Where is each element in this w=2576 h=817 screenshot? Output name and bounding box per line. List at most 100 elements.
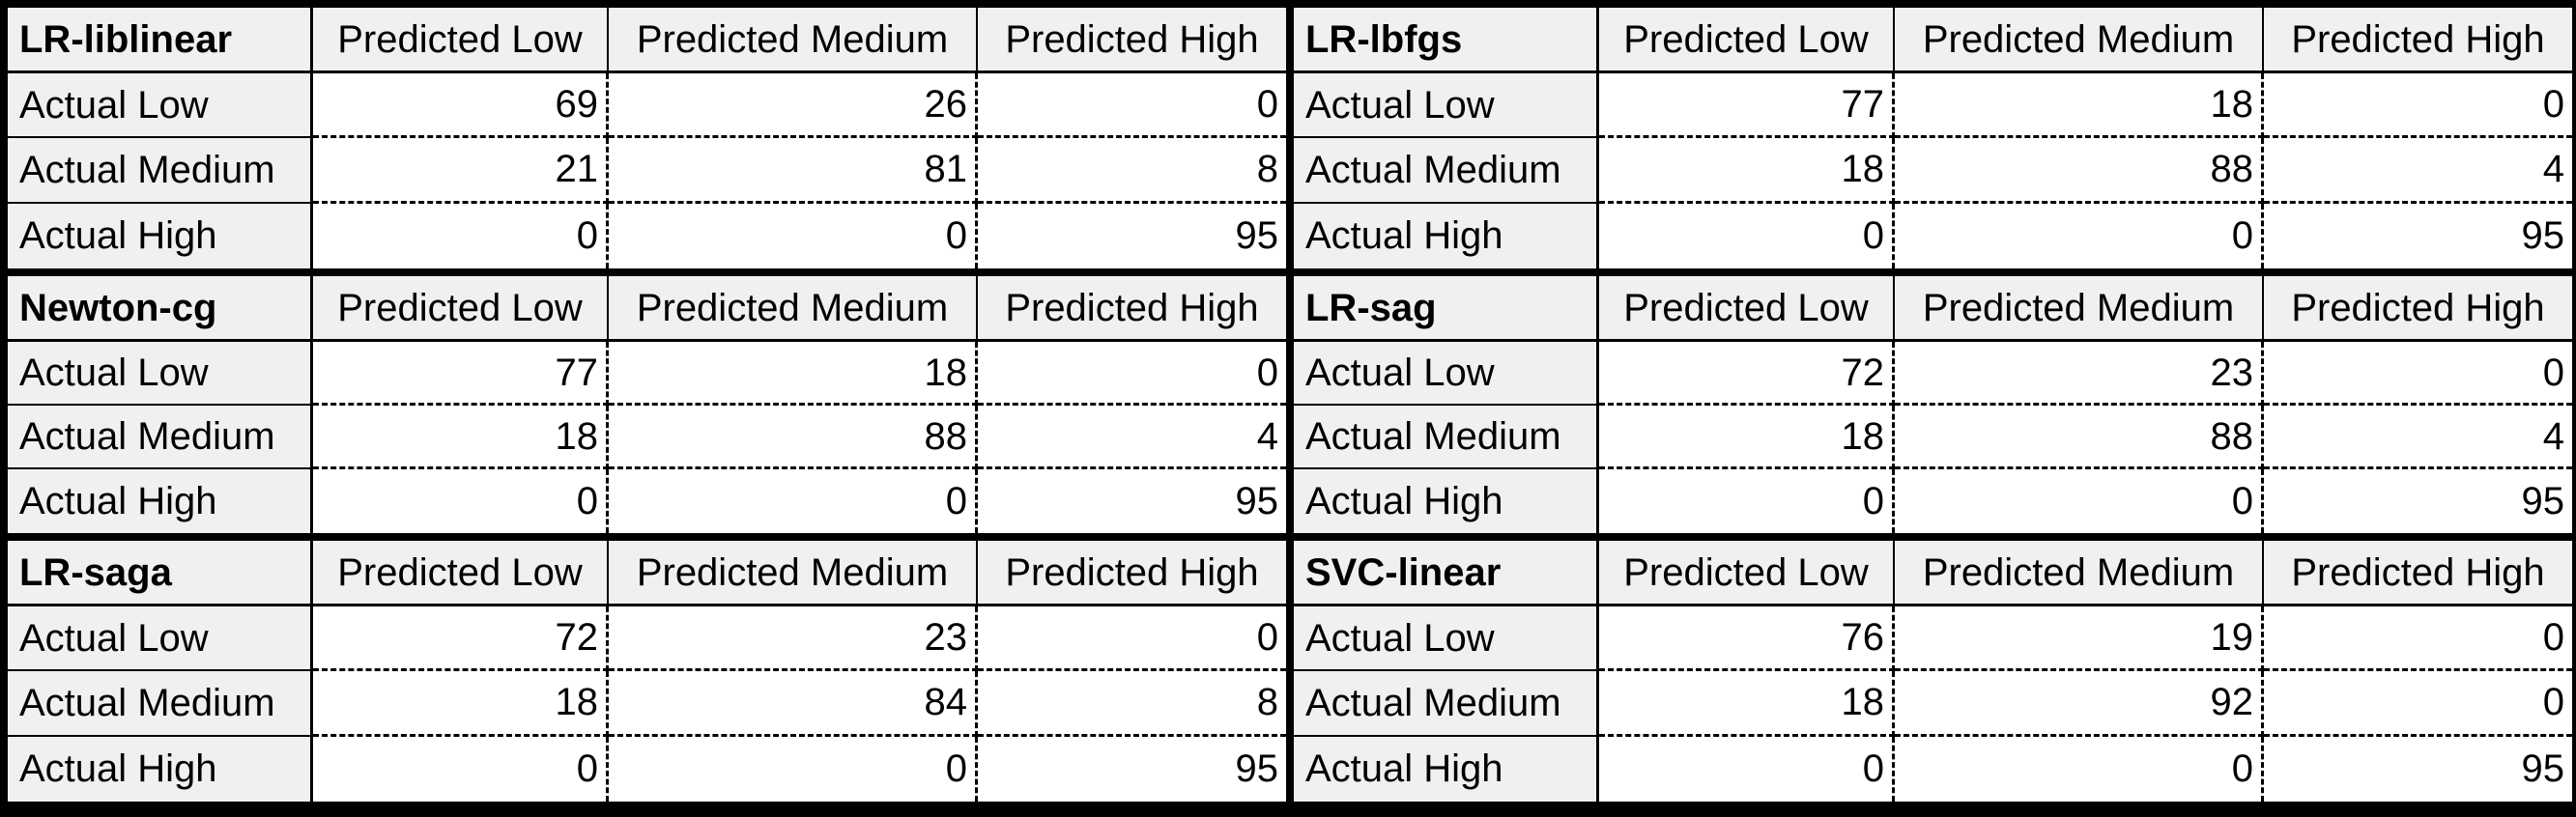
row-label: Actual Medium (1294, 138, 1599, 204)
matrix-cell: 23 (1895, 342, 2264, 406)
matrix-cell: 21 (313, 138, 609, 204)
matrix-cell: 18 (1599, 406, 1895, 469)
column-header: Predicted High (2264, 8, 2572, 73)
column-header: Predicted Low (313, 541, 609, 606)
column-header: Predicted Medium (1895, 8, 2264, 73)
matrix-cell: 23 (609, 606, 978, 672)
column-header: Predicted Low (313, 276, 609, 342)
matrix-cell: 0 (1895, 203, 2264, 268)
matrix-cell: 8 (978, 671, 1286, 737)
matrix-title: SVC-linear (1294, 541, 1599, 606)
matrix-cell: 0 (1599, 203, 1895, 268)
matrix-title: LR-lbfgs (1294, 8, 1599, 73)
column-header: Predicted High (2264, 276, 2572, 342)
matrix-title: LR-saga (8, 541, 313, 606)
row-label: Actual Low (8, 342, 313, 406)
matrix-cell: 0 (1895, 736, 2264, 802)
column-header: Predicted Medium (609, 8, 978, 73)
matrix-cell: 0 (978, 606, 1286, 672)
matrix-cell: 0 (313, 736, 609, 802)
row-label: Actual Low (1294, 342, 1599, 406)
matrix-cell: 4 (978, 406, 1286, 469)
row-label: Actual Medium (8, 671, 313, 737)
row-label: Actual Low (1294, 73, 1599, 139)
matrix-cell: 0 (2264, 671, 2572, 737)
matrix-cell: 84 (609, 671, 978, 737)
matrix-cell: 0 (609, 469, 978, 533)
column-header: Predicted Medium (609, 541, 978, 606)
matrix-cell: 0 (1895, 469, 2264, 533)
column-header: Predicted High (2264, 541, 2572, 606)
matrix-cell: 0 (313, 469, 609, 533)
matrix-cell: 0 (1599, 736, 1895, 802)
column-header: Predicted High (978, 541, 1286, 606)
matrix-cell: 92 (1895, 671, 2264, 737)
matrix-cell: 18 (1599, 138, 1895, 204)
matrix-cell: 0 (609, 736, 978, 802)
row-label: Actual Low (1294, 606, 1599, 672)
matrix-cell: 18 (609, 342, 978, 406)
row-label: Actual Low (8, 73, 313, 139)
row-label: Actual High (1294, 736, 1599, 802)
confusion-matrix: LR-sag Predicted Low Predicted Medium Pr… (1290, 272, 2572, 537)
matrix-cell: 77 (1599, 73, 1895, 139)
row-label: Actual High (1294, 469, 1599, 533)
row-label: Actual High (8, 203, 313, 268)
matrix-cell: 95 (1235, 747, 1279, 791)
row-label: Actual Medium (8, 138, 313, 204)
matrix-cell: 77 (313, 342, 609, 406)
column-header: Predicted Low (313, 8, 609, 73)
matrix-cell: 0 (2264, 342, 2572, 406)
confusion-matrix: LR-saga Predicted Low Predicted Medium P… (8, 537, 1290, 802)
matrix-cell: 0 (978, 73, 1286, 139)
matrix-cell: 4 (2264, 406, 2572, 469)
confusion-matrix: LR-lbfgs Predicted Low Predicted Medium … (1290, 8, 2572, 272)
confusion-matrix: Newton-cg Predicted Low Predicted Medium… (8, 272, 1290, 537)
column-header: Predicted High (978, 8, 1286, 73)
matrix-cell: 95 (1235, 214, 1279, 258)
matrix-cell: 72 (313, 606, 609, 672)
matrix-cell: 19 (1895, 606, 2264, 672)
matrix-title: Newton-cg (8, 276, 313, 342)
column-header: Predicted Low (1599, 8, 1895, 73)
row-label: Actual High (1294, 203, 1599, 268)
matrix-cell: 72 (1599, 342, 1895, 406)
column-header: Predicted Medium (1895, 276, 2264, 342)
row-label: Actual Medium (8, 406, 313, 469)
matrix-cell: 26 (609, 73, 978, 139)
matrix-cell: 95 (2521, 480, 2565, 522)
matrix-cell: 88 (1895, 406, 2264, 469)
row-label: Actual Medium (1294, 406, 1599, 469)
row-label: Actual Low (8, 606, 313, 672)
matrix-cell: 95 (1235, 480, 1279, 522)
matrix-cell: 18 (1895, 73, 2264, 139)
matrix-title: LR-sag (1294, 276, 1599, 342)
matrix-cell: 88 (1895, 138, 2264, 204)
column-header: Predicted Low (1599, 276, 1895, 342)
matrix-cell: 69 (313, 73, 609, 139)
matrix-cell: 18 (1599, 671, 1895, 737)
confusion-matrix: LR-liblinear Predicted Low Predicted Med… (8, 8, 1290, 272)
matrix-cell: 18 (313, 671, 609, 737)
matrix-cell: 18 (313, 406, 609, 469)
matrix-cell: 0 (2264, 606, 2572, 672)
row-label: Actual Medium (1294, 671, 1599, 737)
column-header: Predicted Medium (1895, 541, 2264, 606)
matrix-cell: 4 (2264, 138, 2572, 204)
matrix-cell: 0 (978, 342, 1286, 406)
matrix-cell: 0 (313, 203, 609, 268)
matrix-cell: 95 (2521, 747, 2565, 791)
matrix-cell: 76 (1599, 606, 1895, 672)
confusion-matrix: SVC-linear Predicted Low Predicted Mediu… (1290, 537, 2572, 802)
column-header: Predicted High (978, 276, 1286, 342)
column-header: Predicted Low (1599, 541, 1895, 606)
row-label: Actual High (8, 736, 313, 802)
column-header: Predicted Medium (609, 276, 978, 342)
matrix-cell: 88 (609, 406, 978, 469)
matrix-cell: 0 (1599, 469, 1895, 533)
row-label: Actual High (8, 469, 313, 533)
matrix-title: LR-liblinear (8, 8, 313, 73)
matrix-cell: 81 (609, 138, 978, 204)
matrix-cell: 0 (609, 203, 978, 268)
